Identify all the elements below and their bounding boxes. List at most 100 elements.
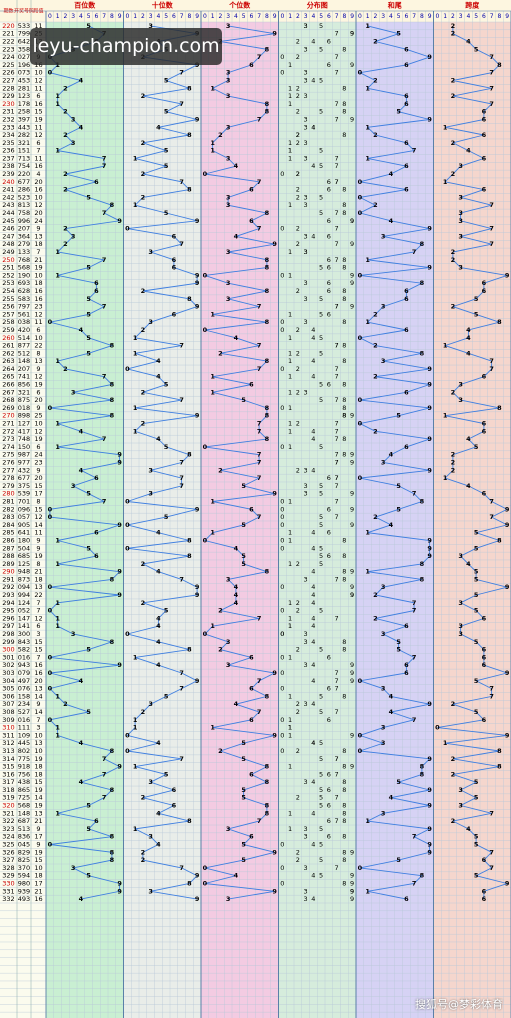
distribution-digit: 5 [319, 739, 323, 747]
distribution-digit: 9 [350, 30, 354, 38]
period: 238 [2, 162, 14, 170]
trend-digit: 2 [451, 22, 456, 30]
sum: 20 [34, 396, 42, 404]
sum: 9 [36, 404, 40, 412]
draw-number: 980 [18, 880, 30, 888]
distribution-digit: 9 [350, 661, 354, 669]
distribution-digit: 7 [335, 115, 339, 123]
trend-digit: 8 [497, 404, 502, 412]
trend-digit: 0 [125, 544, 130, 552]
trend-digit: 2 [373, 591, 378, 599]
trend-digit: 0 [358, 334, 363, 342]
distribution-digit: 6 [327, 178, 331, 186]
trend-digit: 8 [187, 536, 192, 544]
period: 268 [2, 396, 14, 404]
trend-digit: 9 [195, 583, 200, 591]
trend-digit: 2 [451, 451, 456, 459]
distribution-digit: 3 [304, 92, 308, 100]
header-digit: 3 [381, 13, 385, 20]
distribution-digit: 9 [350, 677, 354, 685]
trend-digit: 2 [451, 256, 456, 264]
distribution-digit: 9 [350, 412, 354, 420]
trend-digit: 4 [466, 825, 471, 833]
trend-digit: 1 [55, 560, 60, 568]
header-digit: 6 [249, 13, 253, 20]
period: 306 [2, 692, 14, 700]
header-digit: 9 [273, 13, 277, 20]
header-digit: 6 [404, 13, 408, 20]
trend-digit: 3 [226, 193, 231, 201]
trend-digit: 9 [427, 225, 432, 233]
trend-digit: 4 [466, 326, 471, 334]
trend-digit: 8 [265, 264, 270, 272]
trend-digit: 5 [474, 794, 479, 802]
trend-digit: 7 [102, 209, 107, 217]
distribution-digit: 5 [319, 76, 323, 84]
distribution-digit: 6 [327, 381, 331, 389]
draw-number: 321 [18, 139, 30, 147]
trend-digit: 2 [63, 186, 68, 194]
distribution-digit: 3 [304, 825, 308, 833]
distribution-digit: 9 [350, 61, 354, 69]
draw-number: 016 [18, 653, 30, 661]
sum: 24 [34, 451, 42, 459]
distribution-digit: 3 [304, 295, 308, 303]
sum: 3 [36, 724, 40, 732]
draw-number: 073 [18, 69, 30, 77]
trend-digit: 9 [505, 731, 510, 739]
period: 241 [2, 186, 14, 194]
header-digit: 3 [459, 13, 463, 20]
period: 256 [2, 303, 14, 311]
draw-number: 076 [18, 685, 30, 693]
period: 244 [2, 209, 14, 217]
trend-digit: 6 [249, 217, 254, 225]
trend-digit: 7 [412, 880, 417, 888]
trend-digit: 9 [117, 880, 122, 888]
trend-digit: 9 [272, 490, 277, 498]
trend-digit: 6 [404, 162, 409, 170]
trend-digit: 2 [141, 708, 146, 716]
distribution-digit: 2 [296, 856, 300, 864]
distribution-digit: 1 [288, 404, 292, 412]
distribution-digit: 1 [288, 139, 292, 147]
trend-digit: 9 [195, 271, 200, 279]
trend-digit: 1 [443, 123, 448, 131]
distribution-digit: 0 [280, 326, 284, 334]
sum: 23 [34, 303, 42, 311]
trend-digit: 9 [195, 217, 200, 225]
trend-digit: 9 [195, 279, 200, 287]
trend-digit: 0 [203, 880, 208, 888]
draw-number: 279 [18, 240, 30, 248]
distribution-digit: 5 [319, 513, 323, 521]
period: 250 [2, 256, 14, 264]
trend-digit: 2 [63, 700, 68, 708]
trend-digit: 9 [505, 271, 510, 279]
trend-digit: 5 [241, 856, 246, 864]
distribution-digit: 1 [288, 716, 292, 724]
trend-digit: 4 [156, 622, 161, 630]
trend-digit: 7 [257, 427, 262, 435]
distribution-digit: 8 [342, 100, 346, 108]
header-digit: 6 [172, 13, 176, 20]
distribution-digit: 3 [304, 388, 308, 396]
sum: 15 [34, 482, 42, 490]
distribution-digit: 5 [319, 770, 323, 778]
period: 273 [2, 435, 14, 443]
distribution-digit: 4 [311, 700, 315, 708]
trend-digit: 9 [427, 841, 432, 849]
trend-digit: 9 [427, 53, 432, 61]
distribution-digit: 8 [342, 396, 346, 404]
trend-digit: 3 [381, 303, 386, 311]
trend-digit: 1 [210, 724, 215, 732]
draw-number: 190 [18, 271, 30, 279]
distribution-digit: 7 [335, 303, 339, 311]
period: 276 [2, 459, 14, 467]
draw-number: 948 [18, 568, 30, 576]
distribution-digit: 7 [335, 396, 339, 404]
trend-digit: 3 [458, 232, 463, 240]
draw-number: 877 [18, 342, 30, 350]
trend-digit: 3 [458, 599, 463, 607]
trend-digit: 1 [133, 201, 138, 209]
distribution-digit: 2 [296, 646, 300, 654]
distribution-digit: 1 [288, 825, 292, 833]
